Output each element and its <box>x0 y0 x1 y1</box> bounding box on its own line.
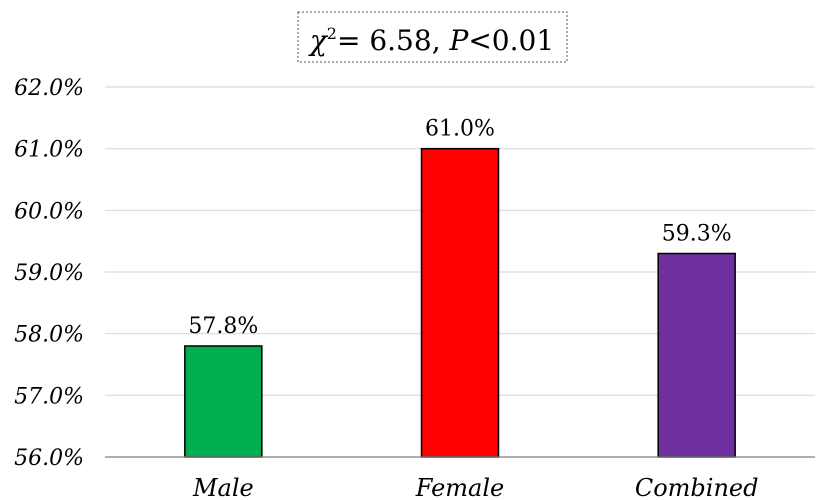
x-tick-label: Male <box>192 474 254 500</box>
chi-superscript: 2 <box>327 24 337 43</box>
y-tick-label: 56.0% <box>14 446 84 471</box>
x-tick-label: Female <box>415 474 505 500</box>
data-label: 57.8% <box>188 314 258 339</box>
bars <box>184 147 736 458</box>
y-tick-label: 58.0% <box>14 323 84 348</box>
x-axis-tick-labels: Male Female Combined <box>192 474 759 500</box>
y-axis-tick-labels: 56.0% 57.0% 58.0% 59.0% 60.0% 61.0% 62.0% <box>14 76 84 471</box>
chi-value: = 6.58, <box>337 24 450 57</box>
data-label: 59.3% <box>662 222 732 247</box>
y-tick-label: 62.0% <box>14 76 84 101</box>
y-tick-label: 57.0% <box>14 384 84 409</box>
annotation-box: χ2= 6.58, P<0.01 <box>297 11 568 63</box>
chi-symbol: χ <box>308 24 329 57</box>
p-symbol: P <box>449 24 470 57</box>
bar-combined <box>657 252 736 458</box>
data-labels: 57.8% 61.0% 59.3% <box>188 117 731 339</box>
x-tick-label: Combined <box>635 474 759 500</box>
p-condition: <0.01 <box>468 24 554 57</box>
data-label: 61.0% <box>425 117 495 142</box>
y-tick-label: 59.0% <box>14 261 84 286</box>
bar-male <box>184 345 263 458</box>
chi-square-annotation: χ2= 6.58, P<0.01 <box>308 24 554 57</box>
bar-female <box>420 147 500 458</box>
y-tick-label: 61.0% <box>14 138 84 163</box>
y-tick-label: 60.0% <box>14 199 84 224</box>
